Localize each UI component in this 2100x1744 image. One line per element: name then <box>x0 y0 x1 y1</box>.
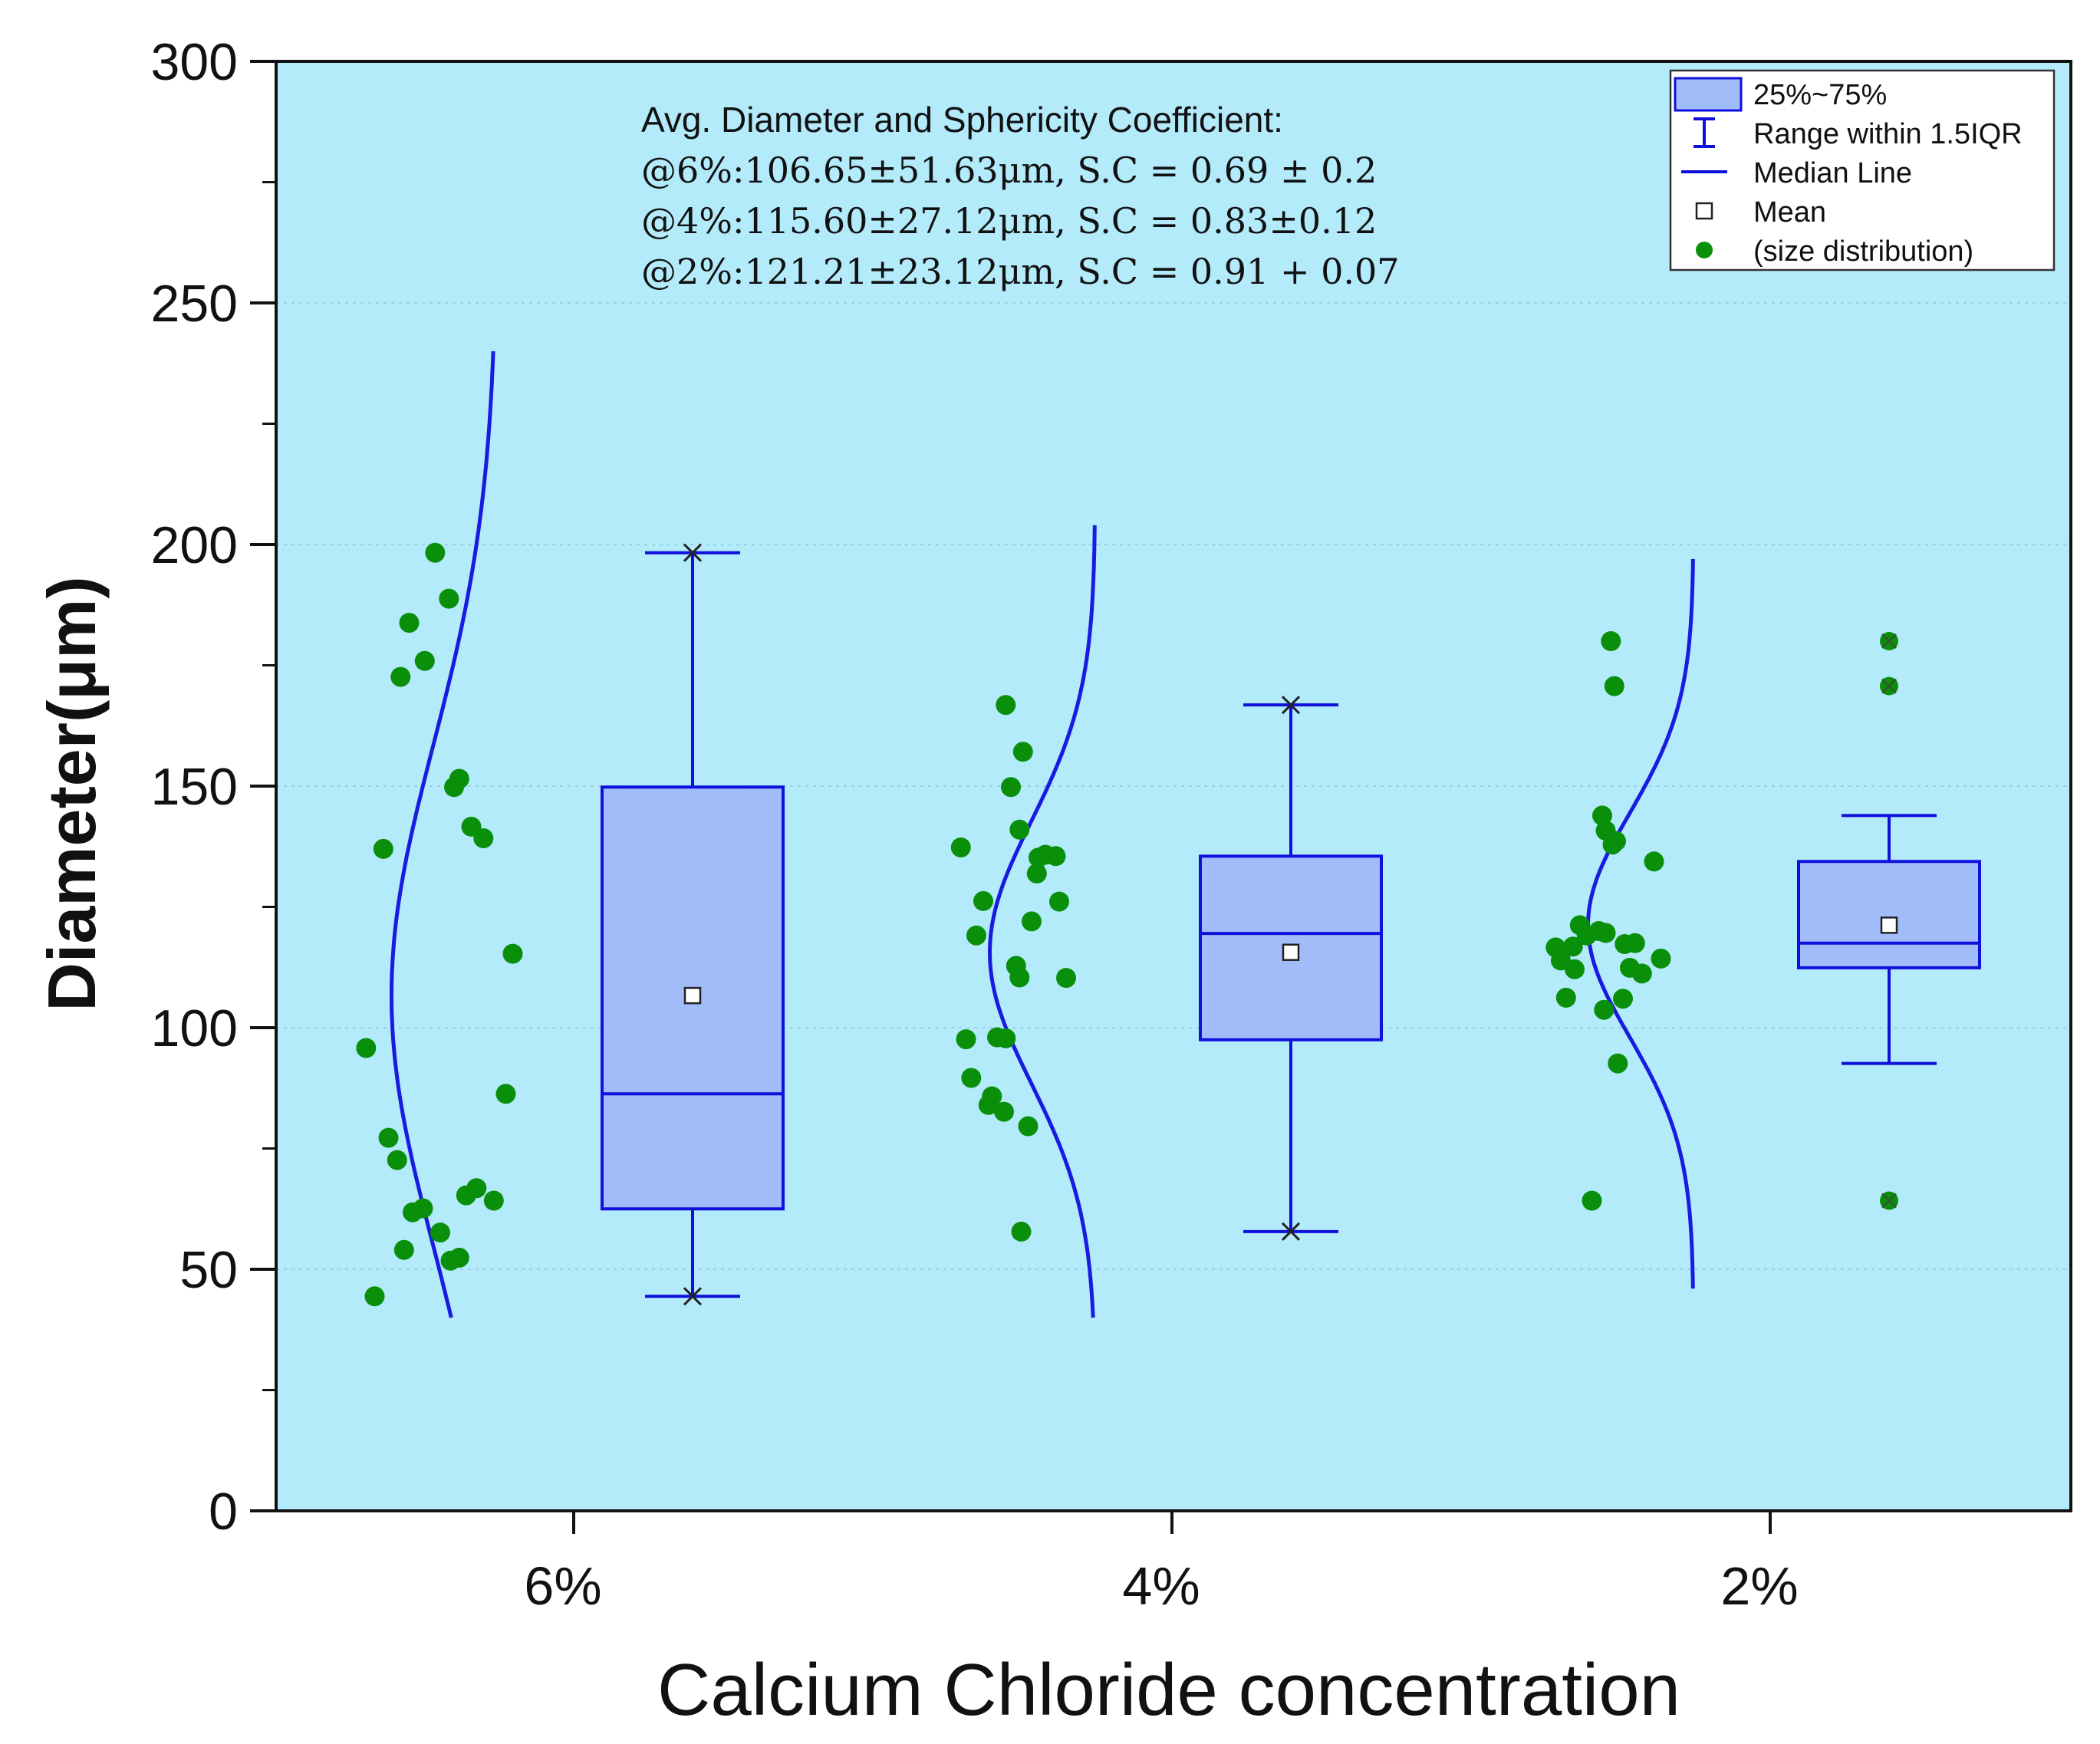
min-marker-1 <box>1281 1222 1301 1241</box>
size-point-0-17 <box>483 1190 504 1211</box>
legend-label-4: (size distribution) <box>1753 235 1973 268</box>
size-point-1-2 <box>1001 777 1021 798</box>
size-point-1-0 <box>996 695 1016 716</box>
size-point-0-12 <box>495 1084 516 1104</box>
size-point-1-4 <box>950 837 971 857</box>
y-tick-label-150: 150 <box>151 758 238 816</box>
size-point-0-20 <box>430 1222 450 1243</box>
size-point-2-22 <box>1594 999 1614 1020</box>
annotation-title: Avg. Diameter and Sphericity Coefficient… <box>641 100 1283 140</box>
size-point-0-9 <box>373 838 393 859</box>
size-point-2-15 <box>1651 948 1671 969</box>
size-point-2-20 <box>1555 987 1576 1008</box>
size-point-1-12 <box>966 925 986 946</box>
legend-label-2: Median Line <box>1753 157 1912 189</box>
size-point-0-8 <box>473 828 494 848</box>
size-point-1-11 <box>1022 911 1042 932</box>
size-point-2-19 <box>1631 963 1652 984</box>
outlier-cross-2-2 <box>1881 1193 1897 1209</box>
size-point-0-16 <box>456 1185 476 1206</box>
legend-label-0: 25%~75% <box>1753 79 1887 111</box>
size-point-1-3 <box>1009 819 1030 840</box>
max-marker-1 <box>1281 696 1301 715</box>
y-tick-label-0: 0 <box>209 1482 238 1541</box>
size-point-2-13 <box>1562 936 1583 957</box>
size-point-2-2 <box>1592 805 1612 826</box>
size-point-2-12 <box>1614 934 1635 954</box>
size-point-0-23 <box>440 1250 461 1271</box>
size-point-1-18 <box>956 1029 976 1050</box>
distribution-curve-0 <box>390 350 495 1318</box>
x-tick-label-1: 4% <box>1122 1556 1200 1616</box>
legend-dot-symbol <box>1696 242 1713 258</box>
size-point-1-22 <box>994 1101 1014 1122</box>
x-axis-title: Calcium Chloride concentration <box>657 1649 1680 1731</box>
size-point-2-24 <box>1582 1190 1602 1211</box>
size-point-1-17 <box>996 1028 1016 1048</box>
size-point-0-14 <box>387 1150 407 1170</box>
x-tick-label-0: 6% <box>524 1556 601 1616</box>
size-point-1-15 <box>1056 968 1076 989</box>
size-point-1-1 <box>1012 742 1033 762</box>
size-point-0-11 <box>356 1038 377 1058</box>
mean-marker-1 <box>1282 943 1300 961</box>
size-point-0-0 <box>425 542 446 563</box>
y-axis-title: Diameter(μm) <box>34 576 110 1011</box>
size-point-2-0 <box>1601 631 1621 651</box>
size-point-1-14 <box>1009 967 1030 988</box>
size-point-1-6 <box>1045 846 1066 867</box>
size-point-0-13 <box>378 1127 399 1148</box>
size-point-2-21 <box>1613 989 1633 1009</box>
mean-marker-2 <box>1880 916 1898 934</box>
size-point-0-3 <box>414 650 435 671</box>
size-point-1-23 <box>1018 1116 1038 1137</box>
size-point-2-6 <box>1644 851 1664 872</box>
size-point-0-6 <box>444 777 464 798</box>
legend-whisker-symbol <box>1693 117 1715 148</box>
legend-box-symbol <box>1674 77 1743 112</box>
y-tick-label-300: 300 <box>151 33 238 91</box>
distribution-curve-1 <box>987 525 1097 1318</box>
size-point-0-19 <box>403 1202 423 1222</box>
size-point-1-24 <box>1011 1221 1032 1242</box>
size-point-1-9 <box>973 890 993 911</box>
mean-marker-0 <box>683 986 702 1005</box>
legend-label-1: Range within 1.5IQR <box>1753 118 2023 150</box>
size-point-0-1 <box>439 588 459 609</box>
y-tick-label-200: 200 <box>151 516 238 574</box>
size-point-2-1 <box>1604 676 1624 696</box>
size-point-0-2 <box>399 613 420 633</box>
size-point-0-10 <box>502 943 523 964</box>
legend-mean-symbol <box>1695 202 1713 220</box>
size-point-1-7 <box>1029 847 1048 868</box>
size-point-0-4 <box>390 666 411 687</box>
outlier-cross-2-0 <box>1881 633 1897 649</box>
size-point-2-23 <box>1608 1053 1628 1074</box>
size-point-2-5 <box>1602 834 1623 855</box>
size-point-2-10 <box>1576 925 1597 946</box>
y-tick-label-100: 100 <box>151 999 238 1058</box>
size-point-0-21 <box>393 1239 414 1260</box>
min-marker-0 <box>683 1287 703 1306</box>
annotation-line-1: @4%:115.60±27.12μm, S.C = 0.83±0.12 <box>641 200 1377 242</box>
size-point-2-18 <box>1565 959 1585 979</box>
max-marker-0 <box>683 543 703 562</box>
y-tick-label-250: 250 <box>151 275 238 333</box>
size-point-1-8 <box>1026 864 1047 884</box>
legend-label-3: Mean <box>1753 196 1826 229</box>
size-point-2-9 <box>1595 923 1616 943</box>
y-tick-label-50: 50 <box>179 1241 238 1299</box>
iqr-box-2 <box>1797 860 1981 969</box>
size-point-1-10 <box>1049 891 1069 912</box>
size-point-0-24 <box>364 1286 385 1307</box>
size-point-1-21 <box>978 1094 999 1115</box>
size-point-1-19 <box>961 1068 982 1088</box>
outlier-cross-2-1 <box>1881 678 1897 694</box>
annotation-line-2: @2%:121.21±23.12μm, S.C = 0.91 + 0.07 <box>641 251 1400 292</box>
x-tick-label-2: 2% <box>1720 1556 1798 1616</box>
annotation-line-0: @6%:106.65±51.63μm, S.C = 0.69 ± 0.2 <box>641 150 1377 191</box>
